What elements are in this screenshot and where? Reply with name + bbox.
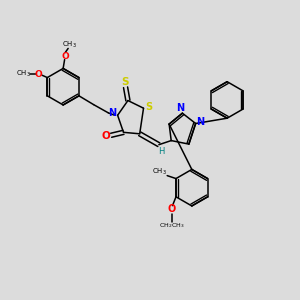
Text: O: O [34, 70, 42, 79]
Text: N: N [109, 109, 117, 118]
Text: O: O [102, 131, 110, 141]
Text: CH$_3$: CH$_3$ [62, 40, 77, 50]
Text: S: S [145, 102, 152, 112]
Text: N: N [196, 117, 205, 127]
Text: H: H [158, 147, 164, 156]
Text: CH$_3$: CH$_3$ [16, 69, 31, 79]
Text: O: O [168, 204, 176, 214]
Text: S: S [121, 77, 129, 87]
Text: CH$_3$: CH$_3$ [152, 167, 167, 178]
Text: O: O [61, 52, 69, 61]
Text: N: N [176, 103, 184, 113]
Text: CH$_2$CH$_3$: CH$_2$CH$_3$ [159, 221, 184, 230]
